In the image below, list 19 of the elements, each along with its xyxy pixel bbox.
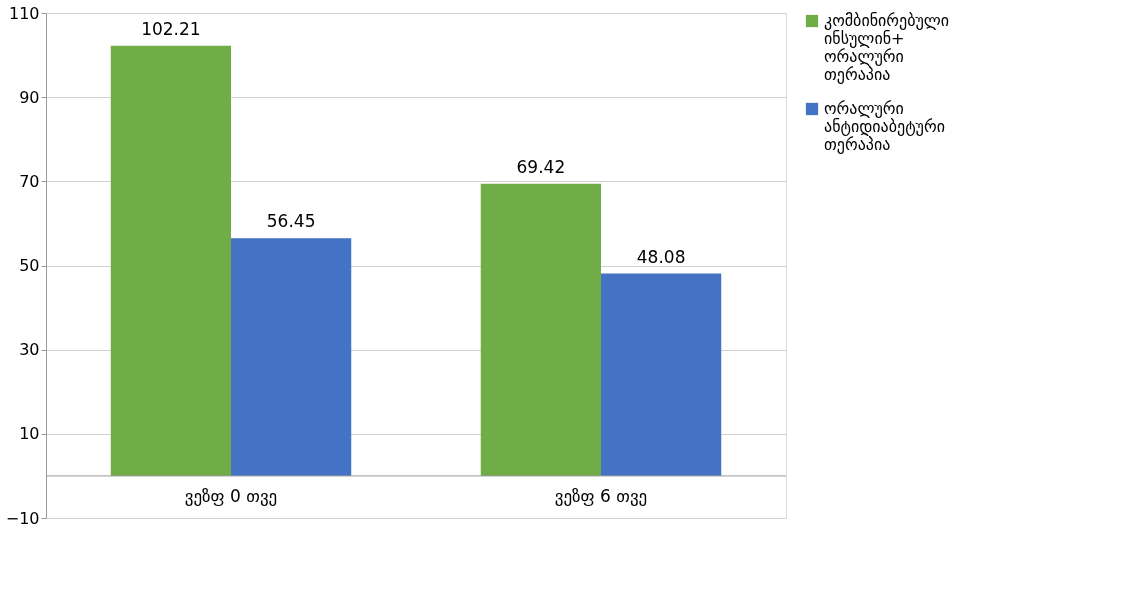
y-tick-label: 110 <box>8 3 40 23</box>
bar <box>480 183 601 476</box>
legend-label: კომბინირებული ინსულინ+ ორალური თერაპია <box>824 11 950 84</box>
data-label: 56.45 <box>266 211 316 232</box>
data-label: 102.21 <box>141 18 201 39</box>
bar <box>110 45 231 476</box>
y-tick-label: 50 <box>19 256 40 275</box>
y-tick-label: 70 <box>19 171 40 191</box>
data-label: 69.42 <box>516 156 566 177</box>
legend-label: ორალური ანტიდიაბეტური თერაპია <box>824 99 945 154</box>
y-tick-label: 30 <box>19 340 40 360</box>
y-tick-label: 10 <box>19 424 40 444</box>
y-tick-label: 90 <box>19 87 40 107</box>
x-tick-label: ვეზფ 0 თვე <box>184 485 278 506</box>
x-tick-label: ვეზფ 6 თვე <box>554 485 648 506</box>
bar <box>231 238 352 476</box>
bar <box>601 273 722 476</box>
data-label: 48.08 <box>636 246 686 267</box>
y-tick-label: −10 <box>5 508 40 528</box>
